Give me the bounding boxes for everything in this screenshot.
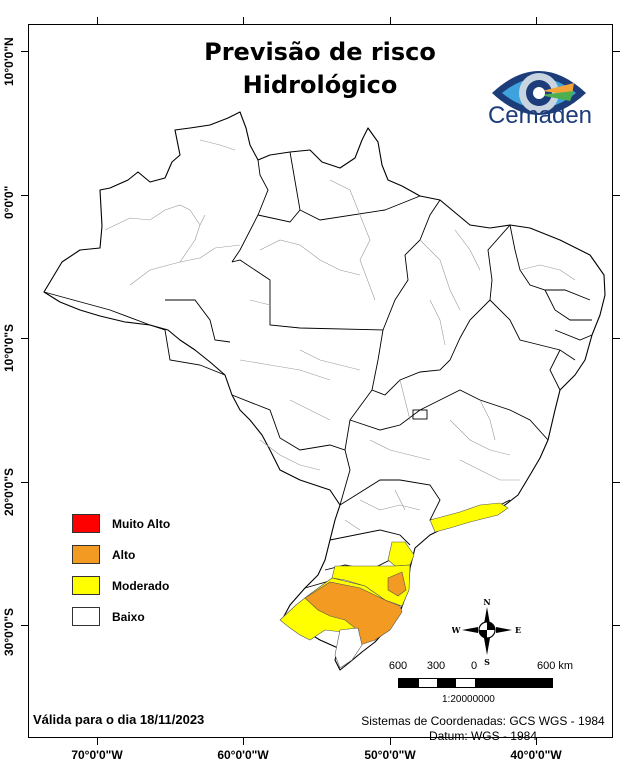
tick <box>243 738 244 745</box>
scale-ratio: 1:20000000 <box>442 694 495 705</box>
low-region <box>334 627 363 669</box>
swatch-yellow <box>72 576 100 595</box>
svg-text:E: E <box>515 625 521 635</box>
tick <box>613 195 620 196</box>
tick <box>21 625 28 626</box>
tick <box>613 51 620 52</box>
tick <box>97 17 98 24</box>
longitude-label: 50°0'0"W <box>364 748 416 762</box>
swatch-orange <box>72 545 100 564</box>
tick <box>613 482 620 483</box>
tick <box>390 738 391 745</box>
swatch-white <box>72 607 100 626</box>
moderate-region <box>331 564 411 607</box>
coordinate-system: Sistemas de Coordenadas: GCS WGS - 1984 … <box>361 714 605 743</box>
latitude-label: 10°0'0"N <box>2 37 16 86</box>
legend-item-moderado: Moderado <box>72 570 170 601</box>
tick <box>21 51 28 52</box>
tick <box>536 738 537 745</box>
latitude-label: 20°0'0"S <box>2 467 16 516</box>
brazil-risk-map <box>43 111 606 671</box>
scale-bar-graphic <box>398 678 553 688</box>
latitude-label: 10°0'0"S <box>2 323 16 372</box>
svg-text:S: S <box>484 657 490 666</box>
tick <box>613 338 620 339</box>
tick <box>536 17 537 24</box>
high-region <box>304 581 403 646</box>
legend-item-baixo: Baixo <box>72 601 170 632</box>
map-title: Previsão de risco Hidrológico <box>160 36 480 102</box>
svg-text:W: W <box>452 625 462 635</box>
legend: Muito Alto Alto Moderado Baixo <box>72 508 170 632</box>
logo-text: Cemaden <box>487 102 593 129</box>
cemaden-eye-logo-icon <box>492 71 586 115</box>
legend-item-alto: Alto <box>72 539 170 570</box>
tick <box>21 482 28 483</box>
svg-text:N: N <box>483 597 490 607</box>
longitude-label: 70°0'0"W <box>71 748 123 762</box>
title-line-2: Hidrológico <box>242 71 398 99</box>
map-frame <box>28 24 613 738</box>
tick <box>613 625 620 626</box>
moderate-region <box>429 502 509 533</box>
tick <box>390 17 391 24</box>
latitude-label: 0°0'0" <box>2 185 16 219</box>
longitude-label: 60°0'0"W <box>217 748 269 762</box>
brazil-outline <box>43 111 606 671</box>
swatch-red <box>72 514 100 533</box>
valid-date: Válida para o dia 18/11/2023 <box>33 712 205 727</box>
tick <box>243 17 244 24</box>
tick <box>21 338 28 339</box>
title-line-1: Previsão de risco <box>204 38 436 66</box>
tick <box>21 195 28 196</box>
latitude-label: 30°0'0"S <box>2 607 16 656</box>
tick <box>97 738 98 745</box>
legend-item-muito-alto: Muito Alto <box>72 508 170 539</box>
high-region <box>387 571 407 597</box>
north-arrow-compass-icon: N S W E <box>452 597 521 666</box>
longitude-label: 40°0'0"W <box>510 748 562 762</box>
